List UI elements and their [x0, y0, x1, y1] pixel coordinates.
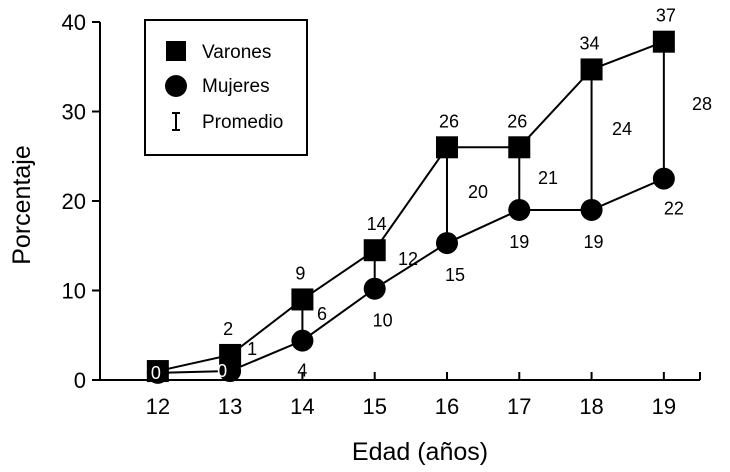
x-tick-label: 18 — [579, 394, 603, 419]
x-tick-label: 13 — [218, 394, 242, 419]
varones-point — [435, 136, 458, 159]
x-tick-label: 17 — [507, 394, 531, 419]
legend-circle-icon — [165, 75, 187, 97]
x-tick-label: 16 — [435, 394, 459, 419]
varones-label: 34 — [580, 33, 600, 53]
y-tick-label: 30 — [62, 100, 86, 125]
mujeres-label: 0 — [217, 361, 227, 381]
varones-point — [219, 343, 242, 366]
varones-label: 26 — [439, 111, 459, 131]
x-tick-label: 12 — [146, 394, 170, 419]
mujeres-point — [508, 198, 531, 221]
mujeres-point — [580, 198, 603, 221]
mujeres-label: 10 — [373, 311, 393, 331]
mujeres-label: 0 — [151, 363, 161, 383]
varones-label: 2 — [223, 319, 233, 339]
promedio-label: 6 — [317, 304, 327, 324]
mujeres-point — [291, 329, 314, 352]
varones-point — [146, 360, 169, 383]
legend: Varones Mujeres Promedio — [144, 19, 308, 156]
y-tick-label: 40 — [62, 10, 86, 35]
mujeres-label: 15 — [445, 265, 465, 285]
varones-label: 14 — [367, 214, 387, 234]
legend-promedio: Promedio — [202, 112, 283, 133]
series-markers — [146, 30, 675, 384]
y-ticks: 0 10 20 30 40 — [62, 10, 100, 393]
mujeres-label: 22 — [664, 199, 684, 219]
series-lines — [157, 40, 665, 374]
promedio-label: 21 — [538, 168, 558, 188]
x-tick-label: 15 — [362, 394, 386, 419]
varones-label: 26 — [507, 111, 527, 131]
promedio-label: 28 — [692, 94, 712, 114]
mujeres-point — [652, 167, 675, 190]
varones-label: 37 — [656, 6, 676, 26]
y-tick-label: 20 — [62, 189, 86, 214]
x-tick-label: 19 — [652, 394, 676, 419]
mujeres-label: 19 — [584, 232, 604, 252]
series-line-mujeres — [157, 177, 665, 374]
promedio-label: 24 — [612, 119, 632, 139]
y-axis-title: Porcentaje — [8, 145, 36, 265]
series-line-varones — [157, 40, 665, 373]
mujeres-point — [363, 277, 386, 300]
mujeres-point — [435, 232, 458, 255]
y-tick-label: 0 — [74, 368, 86, 393]
mujeres-label: 19 — [509, 232, 529, 252]
varones-label: 9 — [295, 263, 305, 283]
varones-point — [508, 136, 531, 159]
promedio-label: 1 — [247, 339, 257, 359]
varones-point — [652, 30, 675, 53]
promedio-label: 12 — [398, 249, 418, 269]
x-tick-label: 14 — [290, 394, 314, 419]
varones-point — [291, 288, 314, 311]
legend-mujeres: Mujeres — [202, 76, 270, 97]
promedio-label: 20 — [468, 182, 488, 202]
varones-point — [363, 239, 386, 262]
legend-varones: Varones — [202, 42, 271, 63]
legend-square-icon — [166, 41, 186, 61]
mujeres-label: 4 — [297, 361, 307, 381]
varones-point — [580, 58, 603, 81]
y-tick-label: 10 — [62, 279, 86, 304]
x-axis-title: Edad (años) — [352, 438, 488, 466]
